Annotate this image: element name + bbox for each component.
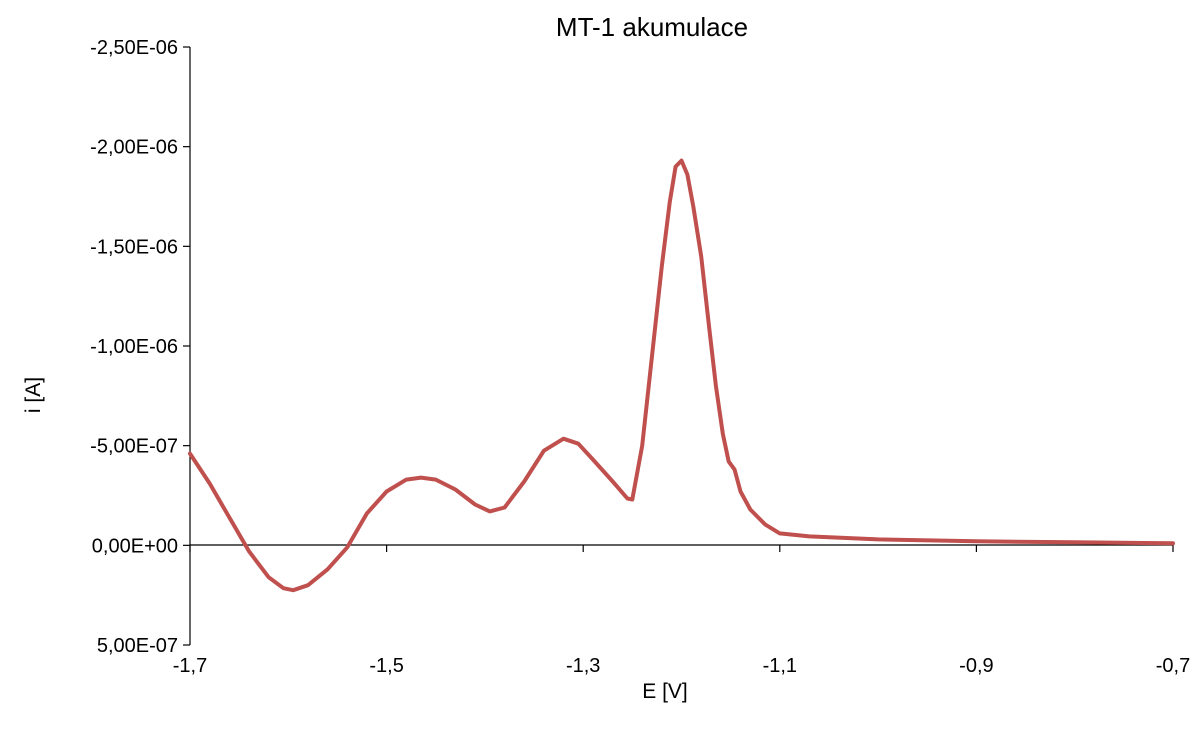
y-tick-label: -1,00E-06: [90, 336, 178, 358]
y-tick-label: -1,50E-06: [90, 236, 178, 258]
y-tick-label: -5,00E-07: [90, 436, 178, 458]
x-tick-label: -1,1: [763, 655, 797, 677]
series-layer: [188, 158, 1175, 593]
x-tick-label: -1,3: [566, 655, 600, 677]
y-tick-label: 5,00E-07: [97, 635, 178, 657]
series-line-0: [188, 158, 1175, 593]
x-tick-label: -0,9: [959, 655, 993, 677]
y-tick-label: -2,50E-06: [90, 37, 178, 59]
chart-title: MT-1 akumulace: [556, 12, 748, 42]
x-tick-label: -1,5: [369, 655, 403, 677]
x-tick-label: -1,7: [173, 655, 207, 677]
y-tick-label: -2,00E-06: [90, 137, 178, 159]
axes: -2,50E-06 -2,00E-06 -1,50E-06 -1,00E-06 -5,0…: [90, 37, 1190, 677]
y-tick-label: 0,00E+00: [92, 535, 178, 557]
x-axis-title: E [V]: [642, 680, 688, 703]
x-tick-label: -0,7: [1156, 655, 1190, 677]
y-axis-title: i [A]: [22, 377, 45, 413]
